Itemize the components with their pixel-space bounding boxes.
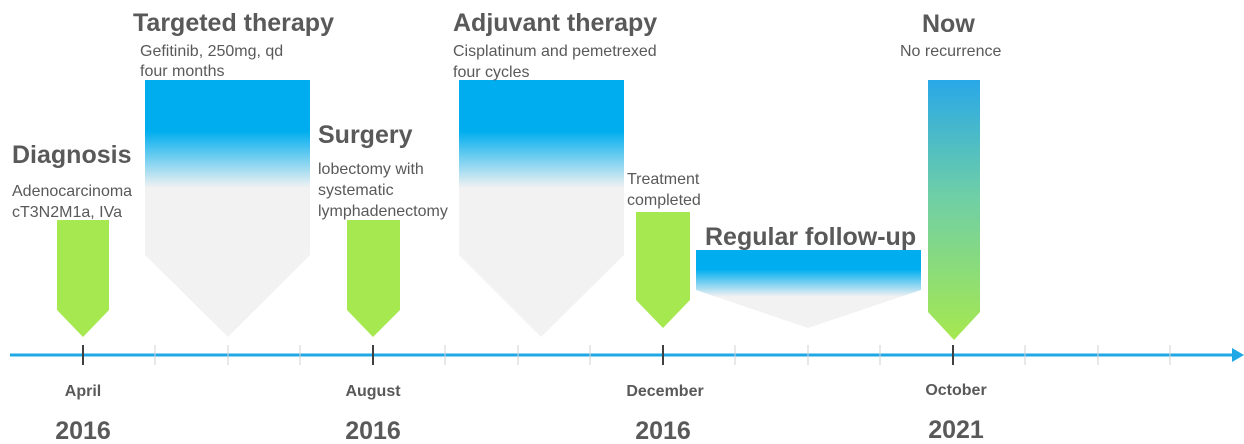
event-detail: completed bbox=[627, 192, 701, 209]
event-detail: Treatment bbox=[627, 171, 700, 188]
event-detail: Gefitinib, 250mg, qd bbox=[140, 43, 283, 60]
event-detail: lymphadenectomy bbox=[318, 203, 448, 220]
month-label: December bbox=[626, 383, 703, 400]
minor-ticks bbox=[154, 345, 1171, 365]
event-title: Adjuvant therapy bbox=[453, 9, 657, 37]
adjuvant-arrow bbox=[459, 80, 624, 337]
month-label: October bbox=[925, 382, 986, 399]
year-label: 2016 bbox=[635, 417, 691, 444]
event-detail: systematic bbox=[318, 182, 394, 199]
event-title: Diagnosis bbox=[12, 141, 131, 169]
event-detail: Adenocarcinoma bbox=[12, 183, 132, 200]
event-title: Regular follow-up bbox=[705, 223, 916, 251]
event-detail: Cisplatinum and pemetrexed bbox=[453, 43, 657, 60]
year-label: 2021 bbox=[928, 416, 984, 444]
event-detail: cT3N2M1a, IVa bbox=[12, 204, 122, 221]
event-detail: lobectomy with bbox=[318, 161, 424, 178]
diagnosis-arrow bbox=[57, 220, 109, 337]
axis-arrowhead bbox=[1232, 348, 1244, 362]
completed-arrow bbox=[636, 212, 690, 328]
event-title: Now bbox=[922, 10, 975, 38]
event-detail: four cycles bbox=[453, 64, 529, 81]
year-label: 2016 bbox=[55, 417, 111, 444]
surgery-arrow bbox=[347, 220, 400, 337]
month-label: April bbox=[65, 383, 101, 400]
now-arrow bbox=[928, 80, 980, 340]
followup-arrow bbox=[696, 250, 921, 328]
event-title: Surgery bbox=[318, 121, 413, 149]
year-label: 2016 bbox=[345, 417, 401, 444]
event-detail: four months bbox=[140, 63, 224, 80]
major-ticks bbox=[82, 345, 954, 365]
event-title: Targeted therapy bbox=[133, 9, 334, 37]
targeted-arrow bbox=[145, 80, 310, 337]
month-label: August bbox=[345, 383, 401, 400]
event-detail: No recurrence bbox=[900, 43, 1001, 60]
